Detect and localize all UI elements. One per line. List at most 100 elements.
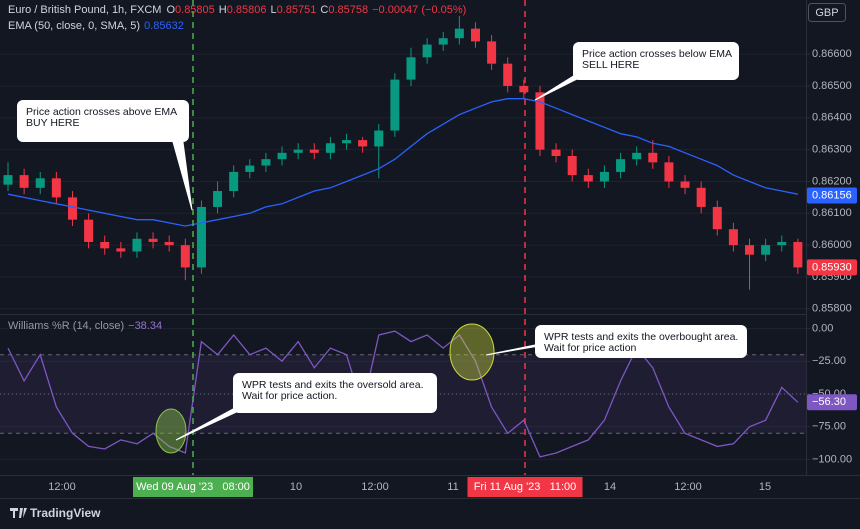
y-tick-label: −100.00 bbox=[812, 453, 852, 465]
candle-body bbox=[374, 130, 384, 147]
price-badge bbox=[807, 394, 857, 411]
candle-body bbox=[680, 181, 690, 188]
candle-body bbox=[132, 238, 142, 252]
candle-body bbox=[745, 245, 755, 255]
callout-text: Price action crosses above EMA bbox=[26, 106, 177, 118]
callout-text: Price action crosses below EMA bbox=[582, 48, 732, 60]
candle-body bbox=[470, 28, 480, 42]
callout-box bbox=[233, 373, 437, 413]
ohlc-key: L bbox=[271, 4, 277, 16]
candle-body bbox=[277, 152, 287, 160]
price-badge bbox=[807, 259, 857, 276]
x-tick-label: 14 bbox=[604, 481, 616, 493]
series-line bbox=[7, 330, 799, 458]
highlight bbox=[155, 408, 187, 454]
candle-body bbox=[213, 191, 223, 207]
y-tick-label: 0.86600 bbox=[812, 48, 852, 60]
callout-text: WPR tests and exits the oversold area. bbox=[242, 379, 424, 391]
ohlc-key: O bbox=[166, 4, 175, 16]
candle-body bbox=[342, 140, 352, 144]
candle-body bbox=[358, 140, 368, 147]
candle-body bbox=[116, 248, 126, 252]
marker-label: Wed 09 Aug '23 08:00 bbox=[136, 481, 250, 493]
candle-body bbox=[777, 241, 787, 246]
candle-body bbox=[728, 229, 738, 246]
candle-body bbox=[261, 159, 271, 166]
change: −0.00047 (−0.05%) bbox=[372, 4, 466, 16]
price-badge-label: 0.85930 bbox=[812, 261, 852, 273]
candle-body bbox=[599, 171, 609, 182]
legend-value: −38.34 bbox=[128, 320, 162, 332]
candle-body bbox=[551, 149, 561, 156]
candle-body bbox=[229, 171, 239, 192]
callout-box bbox=[573, 42, 739, 80]
currency[interactable]: GBP bbox=[815, 7, 838, 19]
title: Euro / British Pound, 1h, FXCM bbox=[8, 4, 161, 16]
ohlc-key: H bbox=[219, 4, 227, 16]
legend: Williams %R (14, close) −38.34 bbox=[8, 320, 162, 332]
x-tick-label: 12:00 bbox=[674, 481, 702, 493]
ohlc-value: 0.85758 bbox=[328, 4, 368, 16]
candle-body bbox=[616, 159, 626, 172]
ohlc-key: C bbox=[320, 4, 328, 16]
candle-body bbox=[309, 149, 319, 153]
candle-body bbox=[164, 241, 174, 246]
callout-box bbox=[535, 325, 747, 358]
callout-text: WPR tests and exits the overbought area. bbox=[544, 331, 738, 343]
legend: EMA (50, close, 0, SMA, 5) 0.85632 bbox=[8, 20, 184, 32]
candle-body bbox=[180, 245, 190, 268]
price-badge-label: −56.30 bbox=[812, 396, 846, 408]
candle-body bbox=[503, 63, 513, 86]
legend-value: 0.85632 bbox=[144, 20, 184, 32]
candle-body bbox=[438, 38, 448, 45]
candle-body bbox=[422, 44, 432, 58]
candle-body bbox=[100, 241, 110, 249]
candle-body bbox=[3, 175, 13, 185]
candle-body bbox=[406, 57, 416, 80]
candle-body bbox=[293, 149, 303, 153]
candle-body bbox=[454, 28, 464, 39]
logo-mark bbox=[10, 508, 27, 518]
callout-box bbox=[17, 100, 189, 142]
y-tick-label: 0.86300 bbox=[812, 144, 852, 156]
candle-body bbox=[535, 92, 545, 150]
y-tick-label: −75.00 bbox=[812, 421, 846, 433]
candle-body bbox=[35, 178, 45, 188]
legend-name: EMA (50, close, 0, SMA, 5) bbox=[8, 20, 140, 32]
candle-body bbox=[793, 241, 803, 268]
candle-body bbox=[712, 206, 722, 230]
candle-body bbox=[567, 156, 577, 176]
currency-box[interactable] bbox=[808, 3, 846, 22]
ohlc-value: 0.85751 bbox=[277, 4, 317, 16]
candle-body bbox=[67, 197, 77, 220]
y-tick-label: 0.85800 bbox=[812, 303, 852, 315]
marker-badge bbox=[467, 477, 583, 497]
x-tick-label: 15 bbox=[759, 481, 771, 493]
candle-body bbox=[19, 175, 29, 188]
footer bbox=[0, 498, 860, 529]
y-tick-label: 0.86200 bbox=[812, 175, 852, 187]
price-badge-label: 0.86156 bbox=[812, 189, 852, 201]
logo bbox=[10, 508, 27, 518]
x-tick-label: 11 bbox=[447, 481, 458, 493]
candle-body bbox=[148, 238, 158, 242]
highlight bbox=[449, 323, 495, 381]
y-tick-label: 0.86400 bbox=[812, 112, 852, 124]
candle-body bbox=[664, 162, 674, 182]
y-tick-label: 0.86000 bbox=[812, 239, 852, 251]
ohlc-value: 0.85806 bbox=[227, 4, 267, 16]
candle-body bbox=[245, 165, 255, 172]
price-badge bbox=[807, 187, 857, 204]
candle-body bbox=[487, 41, 497, 64]
y-tick-label: 0.00 bbox=[812, 322, 833, 334]
series-line bbox=[7, 98, 799, 227]
marker-label: Fri 11 Aug '23 11:00 bbox=[474, 481, 577, 493]
x-tick-label: 12:00 bbox=[48, 481, 76, 493]
x-tick-label: 12:00 bbox=[361, 481, 389, 493]
candle-body bbox=[632, 152, 642, 160]
candle-body bbox=[648, 152, 658, 163]
callout-text: Wait for price action bbox=[544, 342, 637, 354]
candle-body bbox=[390, 79, 400, 131]
